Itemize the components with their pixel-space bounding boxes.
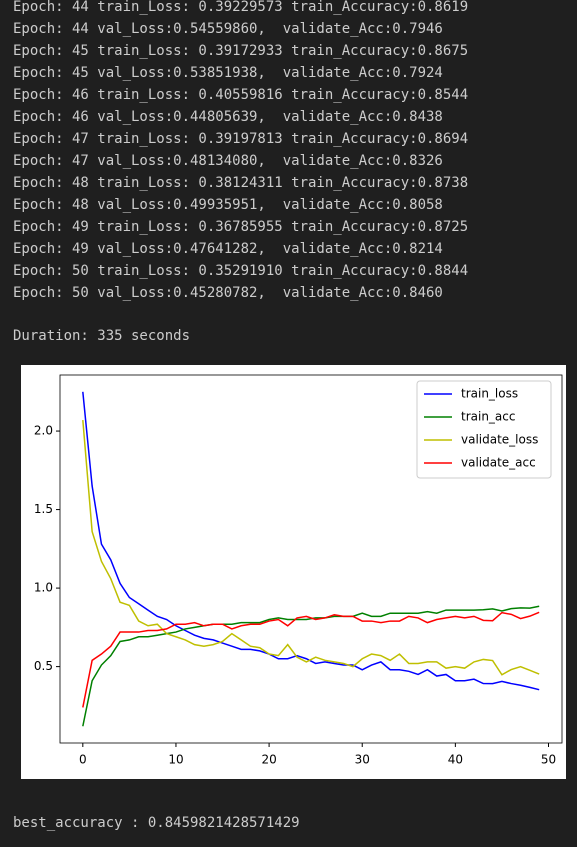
x-tick-label: 0	[79, 753, 87, 767]
legend-label: validate_loss	[461, 433, 538, 447]
log-line: Epoch: 47 val_Loss:0.48134080, validate_…	[13, 153, 443, 169]
x-tick-label: 50	[541, 753, 556, 767]
log-line: Epoch: 50 val_Loss:0.45280782, validate_…	[13, 285, 443, 301]
log-line: Epoch: 45 train_Loss: 0.39172933 train_A…	[13, 43, 469, 59]
log-line: Epoch: 44 val_Loss:0.54559860, validate_…	[13, 21, 443, 37]
line	[82, 420, 540, 676]
line	[82, 391, 540, 691]
legend-box	[416, 380, 552, 479]
log-line: Epoch: 46 val_Loss:0.44805639, validate_…	[13, 109, 443, 125]
x-tick-label: 10	[168, 753, 183, 767]
legend-label: validate_acc	[461, 456, 536, 470]
training-log: Epoch: 44 train_Loss: 0.39229573 train_A…	[13, 0, 468, 304]
x-tick-label: 30	[355, 753, 370, 767]
chart: 0.5 1.0 1.5 2.0 0 10 20 30 40 50 train_loss train_a…	[34, 374, 563, 767]
log-line: Epoch: 48 train_Loss: 0.38124311 train_A…	[13, 175, 469, 191]
duration: Duration: 335 seconds	[13, 328, 191, 344]
legend-label: train_loss	[461, 387, 518, 401]
best-accuracy: best_accuracy : 0.8459821428571429	[13, 815, 300, 831]
log-line: Epoch: 48 val_Loss:0.49935951, validate_…	[13, 197, 443, 213]
log-line: Epoch: 45 val_Loss:0.53851938, validate_…	[13, 65, 443, 81]
log-line: Epoch: 46 train_Loss: 0.40559816 train_A…	[13, 87, 469, 103]
line	[82, 611, 540, 708]
log-line: Epoch: 50 train_Loss: 0.35291910 train_A…	[13, 263, 469, 279]
log-line: Epoch: 49 train_Loss: 0.36785955 train_A…	[13, 219, 469, 235]
y-tick-label: 2.0	[34, 424, 53, 438]
legend-label: train_acc	[461, 410, 515, 424]
x-tick-label: 20	[261, 753, 276, 767]
log-line: Epoch: 47 train_Loss: 0.39197813 train_A…	[13, 131, 469, 147]
y-tick-label: 1.5	[34, 502, 53, 516]
log-line: Epoch: 49 val_Loss:0.47641282, validate_…	[13, 241, 443, 257]
plot-frame	[59, 374, 563, 744]
log-line: Epoch: 44 train_Loss: 0.39229573 train_A…	[13, 0, 469, 15]
y-tick-label: 1.0	[34, 581, 53, 595]
line	[82, 605, 540, 727]
y-tick-label: 0.5	[34, 659, 53, 673]
x-tick-label: 40	[448, 753, 463, 767]
chart-box: 0.5 1.0 1.5 2.0 0 10 20 30 40 50 train_loss train_a…	[21, 365, 566, 779]
